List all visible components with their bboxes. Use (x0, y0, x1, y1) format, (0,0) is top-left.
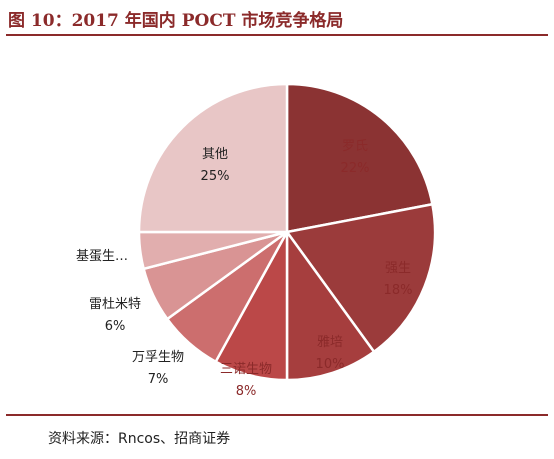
slice-value-6: 6% (105, 319, 126, 334)
slice-label-6: 雷杜米特 (89, 297, 141, 312)
pie-slice-3 (285, 228, 376, 382)
pie-slice-1 (285, 82, 434, 234)
pie-slice-2 (284, 202, 437, 354)
slice-value-2: 18% (384, 283, 413, 298)
slice-label-3: 雅培 (317, 334, 343, 350)
title-rule (6, 34, 548, 36)
slice-label-1: 罗氏 (342, 139, 368, 154)
slice-label-8: 其他 (202, 147, 228, 162)
slice-value-5: 7% (148, 372, 169, 387)
slice-value-8: 25% (201, 169, 230, 184)
slice-value-3: 10% (316, 357, 345, 372)
slice-value-1: 22% (341, 161, 370, 176)
slice-value-4: 8% (236, 384, 257, 399)
source-note: 资料来源：Rncos、招商证券 (48, 431, 231, 447)
figure-title: 图 10：2017 年国内 POCT 市场竞争格局 (8, 11, 344, 31)
slice-label-2: 强生 (385, 261, 411, 276)
pie-slice-8 (137, 82, 289, 234)
slice-label-5: 万孚生物 (132, 350, 184, 365)
footer-rule (6, 414, 548, 416)
slice-label-4: 三诺生物 (220, 362, 272, 377)
slice-label-7: 基蛋生… (76, 249, 128, 264)
